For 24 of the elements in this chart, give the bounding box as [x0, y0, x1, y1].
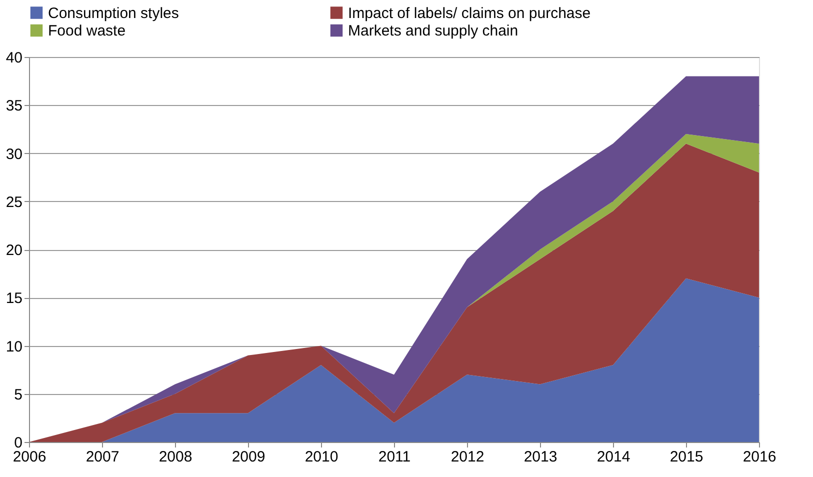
legend-label: Impact of labels/ claims on purchase — [348, 4, 591, 22]
y-tick-label: 30 — [6, 146, 22, 163]
y-tick-label: 35 — [6, 98, 22, 115]
y-tick-label: 25 — [6, 194, 22, 211]
y-tick-label: 15 — [6, 290, 22, 308]
x-tick-label: 2008 — [158, 448, 192, 466]
x-tick-label: 2007 — [86, 448, 120, 466]
x-tick-label: 2011 — [378, 448, 411, 466]
y-tick-label: 20 — [6, 242, 22, 259]
x-tick-label: 2006 — [12, 448, 46, 466]
x-tick-label: 2014 — [596, 448, 630, 466]
x-tick-label: 2010 — [304, 448, 338, 466]
y-tick-label: 5 — [14, 386, 22, 404]
y-tick-label: 10 — [6, 338, 22, 356]
y-tick-label: 40 — [6, 50, 22, 66]
legend-label: Food waste — [48, 22, 126, 40]
x-tick-label: 2012 — [450, 448, 484, 466]
x-tick-label: 2013 — [524, 448, 558, 466]
legend-label: Consumption styles — [48, 4, 179, 22]
x-tick-label: 2009 — [232, 448, 266, 466]
y-tick-label: 0 — [14, 434, 22, 452]
legend-label: Markets and supply chain — [348, 22, 518, 40]
x-tick-label: 2015 — [670, 448, 704, 466]
x-tick-label: 2016 — [742, 448, 776, 466]
